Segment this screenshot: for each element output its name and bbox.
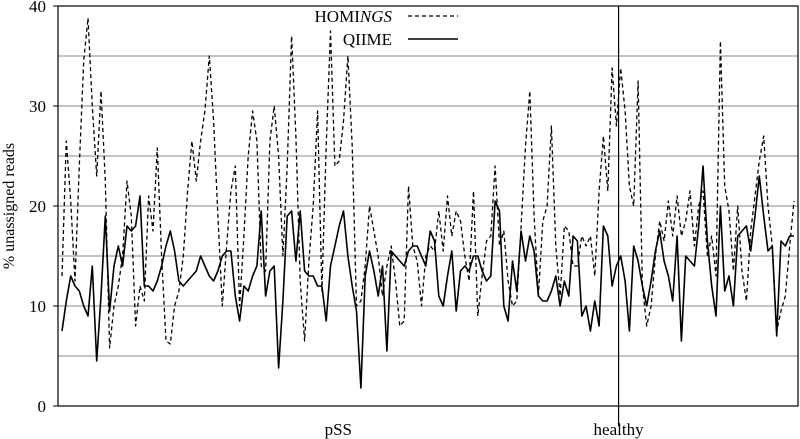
gridlines — [58, 55, 798, 357]
y-axis-title: % unassigned reads — [1, 143, 18, 269]
y-tick-label: 20 — [29, 197, 46, 216]
legend-label: QIIME — [343, 30, 392, 49]
series-line-qiime — [61, 165, 794, 389]
legend: HOMINGS QIIME — [315, 7, 458, 49]
axes — [53, 5, 799, 426]
series-lines — [61, 17, 795, 389]
axis-labels: 0 10 20 30 40 % unassigned reads pSS healthy — [1, 0, 644, 439]
legend-label: HOMINGS — [315, 7, 393, 26]
group-label: healthy — [594, 420, 645, 439]
group-label: pSS — [325, 420, 352, 439]
y-tick-label: 0 — [38, 397, 47, 416]
y-tick-label: 30 — [29, 97, 46, 116]
y-tick-label: 40 — [29, 0, 46, 16]
y-tick-label: 10 — [29, 297, 46, 316]
